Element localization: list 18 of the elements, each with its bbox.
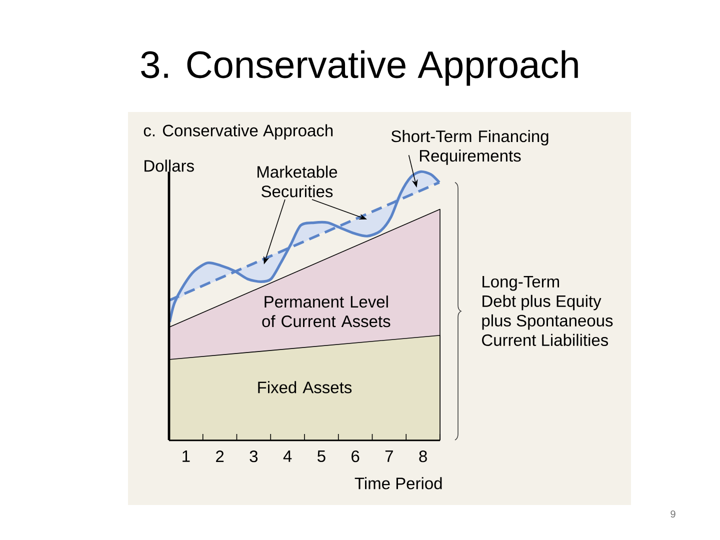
x-tick-label: 5 [318,450,326,462]
x-tick-label: 8 [419,450,427,462]
x-tick-label: 7 [385,450,393,462]
y-axis-title: Dollars [144,160,194,172]
chart-title: 3. Conservative Approach [141,50,578,86]
x-tick-label: 3 [250,450,258,462]
text: Short-Term Financing Requirements [391,130,548,165]
x-tick-label: 6 [352,450,360,462]
x-tick-label: 2 [216,450,224,462]
annotation: Marketable Securities [258,166,338,198]
x-axis-title: Time Period [354,477,442,490]
text: 9 [670,510,676,518]
x-tick-label: 1 [182,450,190,462]
series-label: Permanent Level of Current Assets [262,296,390,328]
series-label: Fixed Assets [258,381,352,394]
chart-subtitle: c. Conservative Approach [144,124,333,140]
text: Long-Term Debt plus Equity plus Spontaneous Current Liabilities [482,276,613,346]
x-tick-label: 4 [283,450,292,462]
